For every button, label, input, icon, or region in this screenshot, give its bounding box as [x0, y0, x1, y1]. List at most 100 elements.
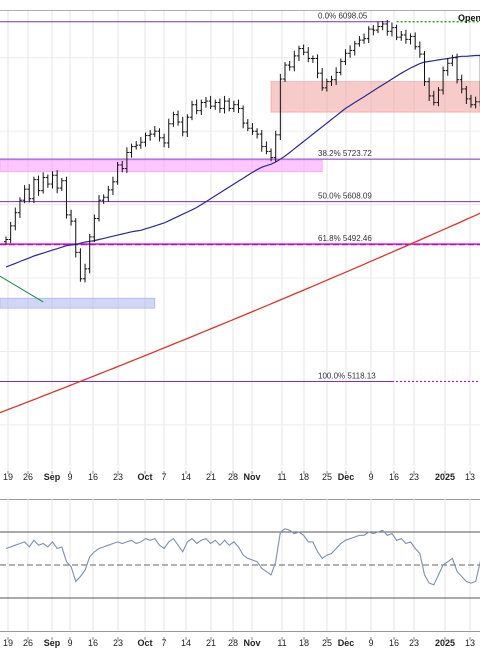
ma-200-line [0, 212, 480, 414]
x-tick-label: Oct [137, 472, 152, 482]
price-bar [366, 26, 371, 44]
price-bar [152, 126, 157, 138]
x-tick-label: 14 [181, 472, 191, 482]
fibonacci-labels: 0.0% 6098.05 38.2% 5723.72 50.0% 5608.09 61… [318, 12, 376, 381]
x-tick-label: 25 [322, 472, 332, 482]
price-bar [97, 195, 101, 222]
price-bar [217, 98, 222, 113]
rsi-panel [0, 499, 480, 632]
price-bar [273, 130, 278, 163]
price-panel: 0.0% 6098.05 38.2% 5723.72 50.0% 5608.09 61… [0, 10, 480, 481]
price-bar [441, 66, 446, 95]
price-bar [259, 130, 264, 152]
price-bar [185, 114, 190, 138]
fib-label: 50.0% 5608.09 [318, 192, 372, 201]
x-tick-label: 23 [113, 472, 123, 482]
x-tick-label: 19 [3, 472, 13, 482]
price-bar [403, 29, 408, 44]
price-bar [413, 32, 418, 50]
price-bar [106, 185, 111, 202]
price-bar [231, 100, 236, 113]
price-bar [143, 132, 148, 147]
x-tick-label: 9 [67, 638, 72, 648]
price-bar [417, 41, 422, 58]
price-bar [134, 141, 139, 150]
price-bar [241, 105, 246, 129]
price-bar [427, 77, 432, 102]
x-tick-label: 26 [23, 472, 33, 482]
price-bar [64, 176, 69, 219]
price-bar [171, 111, 176, 127]
x-tick-label: 26 [23, 638, 33, 648]
price-bars [4, 19, 480, 283]
x-tick-label: 9 [67, 472, 72, 482]
price-bar [292, 50, 297, 72]
x-tick-label: Oct [137, 638, 152, 648]
price-bar [329, 75, 334, 87]
x-tick-label: 2025 [435, 638, 455, 648]
ma-50-line [5, 54, 480, 268]
price-bar [190, 100, 194, 121]
price-bar [227, 98, 232, 112]
price-bar [283, 62, 287, 82]
moving-averages [0, 54, 480, 414]
price-bar [4, 236, 8, 245]
x-tick-label: 21 [206, 472, 216, 482]
price-zones [0, 81, 480, 309]
price-bar [324, 78, 329, 92]
x-axis-bottom: 19 26 Sep 9 16 23 Oct 7 14 21 28 Nov 11 18 25 Dec 9 16 23 2… [0, 637, 480, 650]
fib-label: 0.0% 6098.05 [318, 12, 368, 21]
price-bar [278, 73, 283, 140]
price-bar [69, 209, 74, 226]
price-bar [148, 130, 153, 141]
x-axis-background [0, 637, 480, 650]
x-tick-label: 25 [322, 638, 332, 648]
price-bar [120, 160, 125, 173]
x-tick-label: 7 [161, 638, 166, 648]
price-bar [124, 147, 129, 174]
x-tick-label: 14 [181, 638, 191, 648]
price-bar [115, 162, 120, 185]
price-bar [157, 128, 162, 142]
price-bar [469, 94, 473, 108]
price-bar [459, 74, 464, 94]
price-bar [255, 128, 260, 139]
x-tick-label: 7 [161, 472, 166, 482]
price-bar [45, 174, 50, 188]
price-bar [8, 221, 13, 244]
price-bar [203, 97, 208, 108]
x-tick-label: 23 [409, 638, 419, 648]
x-tick-label: 16 [88, 638, 98, 648]
price-bar [17, 197, 22, 218]
price-bar [55, 170, 60, 194]
price-bar [199, 99, 204, 116]
zone-rect [0, 297, 156, 309]
price-bar [31, 176, 36, 204]
x-tick-label: 23 [409, 472, 419, 482]
x-tick-label: Dec [338, 638, 355, 648]
x-tick-label: Dec [338, 472, 355, 482]
price-bar [287, 61, 292, 71]
price-bar [408, 33, 413, 45]
price-bar [450, 54, 455, 67]
price-bar [348, 45, 353, 58]
fib-label: 100.0% 5118.13 [318, 372, 376, 381]
x-tick-label: 18 [299, 472, 309, 482]
x-tick-label: 18 [299, 638, 309, 648]
price-bar [352, 40, 357, 56]
x-tick-label: 16 [88, 472, 98, 482]
x-tick-label: 23 [113, 638, 123, 648]
price-bar [180, 116, 185, 137]
rsi-bands [0, 531, 480, 599]
price-bar [92, 214, 97, 243]
x-tick-label: 9 [368, 472, 373, 482]
x-tick-label: 28 [228, 638, 238, 648]
zone-rect [270, 81, 480, 113]
x-tick-label: 11 [277, 472, 286, 482]
x-tick-label: 11 [277, 638, 286, 648]
price-bar [445, 58, 450, 76]
legend-text: Open [458, 13, 480, 23]
price-bar [436, 87, 441, 107]
